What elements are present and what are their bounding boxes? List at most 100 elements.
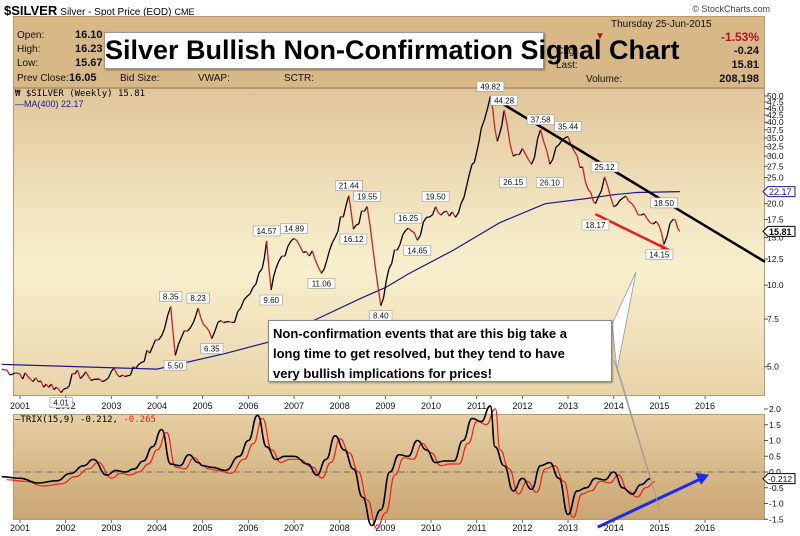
x-tick-label: 2006 bbox=[238, 523, 258, 533]
price-segment bbox=[87, 376, 92, 381]
price-segment bbox=[287, 240, 292, 247]
price-label-box bbox=[526, 114, 555, 125]
price-segment bbox=[558, 139, 563, 146]
price-label: 26.10 bbox=[540, 178, 561, 187]
price-segment bbox=[143, 350, 148, 362]
price-segment bbox=[255, 272, 260, 284]
price-segment bbox=[197, 307, 202, 319]
price-segment bbox=[85, 371, 90, 377]
price-segment bbox=[180, 330, 185, 338]
price-label-box bbox=[590, 161, 619, 173]
price-segment bbox=[463, 185, 468, 198]
quote-date: Thursday 25-Jun-2015 bbox=[611, 19, 712, 30]
price-legend: ₩ $SILVER (Weekly) 15.81 bbox=[15, 89, 145, 99]
y-tick-label: -0.5 bbox=[769, 483, 784, 493]
price-segment bbox=[19, 373, 24, 380]
price-segment bbox=[524, 153, 530, 161]
price-label: 18.17 bbox=[585, 221, 606, 230]
symbol: $SILVER bbox=[4, 3, 58, 18]
x-tick-label: 2016 bbox=[695, 523, 715, 533]
price-segment bbox=[674, 219, 679, 229]
x-tick-label: 2007 bbox=[284, 401, 304, 411]
price-segment bbox=[552, 147, 557, 160]
y-tick-label: 45.0 bbox=[767, 103, 784, 113]
price-segment bbox=[506, 124, 511, 145]
price-segment bbox=[76, 369, 81, 379]
price-segment bbox=[555, 144, 560, 148]
price-label: 14.89 bbox=[284, 224, 305, 233]
price-segment bbox=[600, 176, 606, 191]
y-tick-label: 40.0 bbox=[767, 117, 784, 127]
price-segment bbox=[669, 219, 674, 224]
x-tick-label: 2012 bbox=[512, 401, 532, 411]
price-segment bbox=[385, 268, 390, 281]
price-segment bbox=[594, 196, 600, 204]
price-segment bbox=[352, 224, 357, 230]
price-segment bbox=[293, 237, 298, 242]
trix-tag-label: -0.212 bbox=[768, 474, 792, 484]
price-segment bbox=[268, 267, 272, 291]
x-tick-label: 2012 bbox=[512, 523, 532, 533]
price-segment bbox=[518, 148, 523, 155]
price-segment bbox=[149, 346, 153, 354]
price-segment bbox=[82, 371, 87, 377]
price-segment bbox=[496, 134, 501, 142]
price-segment bbox=[284, 246, 289, 257]
price-segment bbox=[261, 258, 265, 269]
price-label-box bbox=[490, 94, 518, 106]
price-segment bbox=[68, 373, 73, 386]
price-segment bbox=[652, 220, 657, 225]
price-label: 14.65 bbox=[407, 246, 428, 255]
price-segment bbox=[1, 368, 5, 371]
y-tick-label: 35.0 bbox=[767, 133, 784, 143]
price-label-box bbox=[581, 219, 610, 231]
prev-close-label: Prev Close: bbox=[17, 73, 69, 84]
price-segment bbox=[405, 227, 409, 232]
x-tick-label: 2009 bbox=[375, 523, 395, 533]
price-segment bbox=[116, 373, 121, 378]
last-value: 15.81 bbox=[731, 59, 759, 71]
price-segment bbox=[473, 152, 478, 163]
price-label: 14.15 bbox=[649, 250, 670, 259]
price-segment bbox=[311, 250, 316, 261]
price-segment bbox=[122, 374, 126, 378]
price-segment bbox=[498, 125, 503, 135]
price-segment bbox=[494, 129, 498, 142]
x-tick-label: 2002 bbox=[56, 523, 76, 533]
price-label-box bbox=[554, 121, 582, 132]
x-tick-label: 2011 bbox=[467, 523, 486, 533]
price-segment bbox=[217, 320, 222, 323]
x-tick-label: 2008 bbox=[330, 523, 350, 533]
price-segment bbox=[90, 378, 95, 382]
ma-legend: —MA(400) 22.17 bbox=[15, 99, 84, 109]
last-label: Last: bbox=[556, 60, 578, 71]
price-segment bbox=[208, 330, 213, 339]
price-segment bbox=[410, 230, 415, 234]
price-segment bbox=[483, 108, 489, 121]
price-segment bbox=[655, 221, 660, 227]
ma-legend-value: 22.17 bbox=[61, 99, 84, 109]
price-segment bbox=[512, 153, 517, 157]
price-segment bbox=[509, 144, 514, 157]
price-segment bbox=[342, 205, 347, 218]
price-segment bbox=[270, 276, 275, 291]
price-segment bbox=[27, 376, 31, 380]
x-tick-label: 2015 bbox=[649, 523, 669, 533]
price-label-box bbox=[339, 233, 368, 245]
price-segment bbox=[597, 190, 603, 197]
trix-legend-signal: -0.265 bbox=[123, 415, 156, 425]
callout-box: Non-confirmation events that are this bi… bbox=[268, 320, 612, 382]
vwap-label: VWAP: bbox=[198, 73, 230, 84]
price-segment bbox=[302, 250, 307, 254]
price-segment bbox=[211, 330, 216, 339]
price-segment bbox=[407, 227, 412, 232]
volume-label: Volume: bbox=[586, 74, 623, 85]
price-segment bbox=[643, 213, 648, 220]
price-segment bbox=[451, 211, 456, 218]
price-segment bbox=[170, 306, 174, 332]
price-segment bbox=[157, 335, 163, 341]
price-segment bbox=[200, 317, 205, 325]
x-tick-label: 2007 bbox=[284, 523, 304, 533]
price-segment bbox=[132, 366, 137, 369]
price-segment bbox=[536, 129, 542, 139]
